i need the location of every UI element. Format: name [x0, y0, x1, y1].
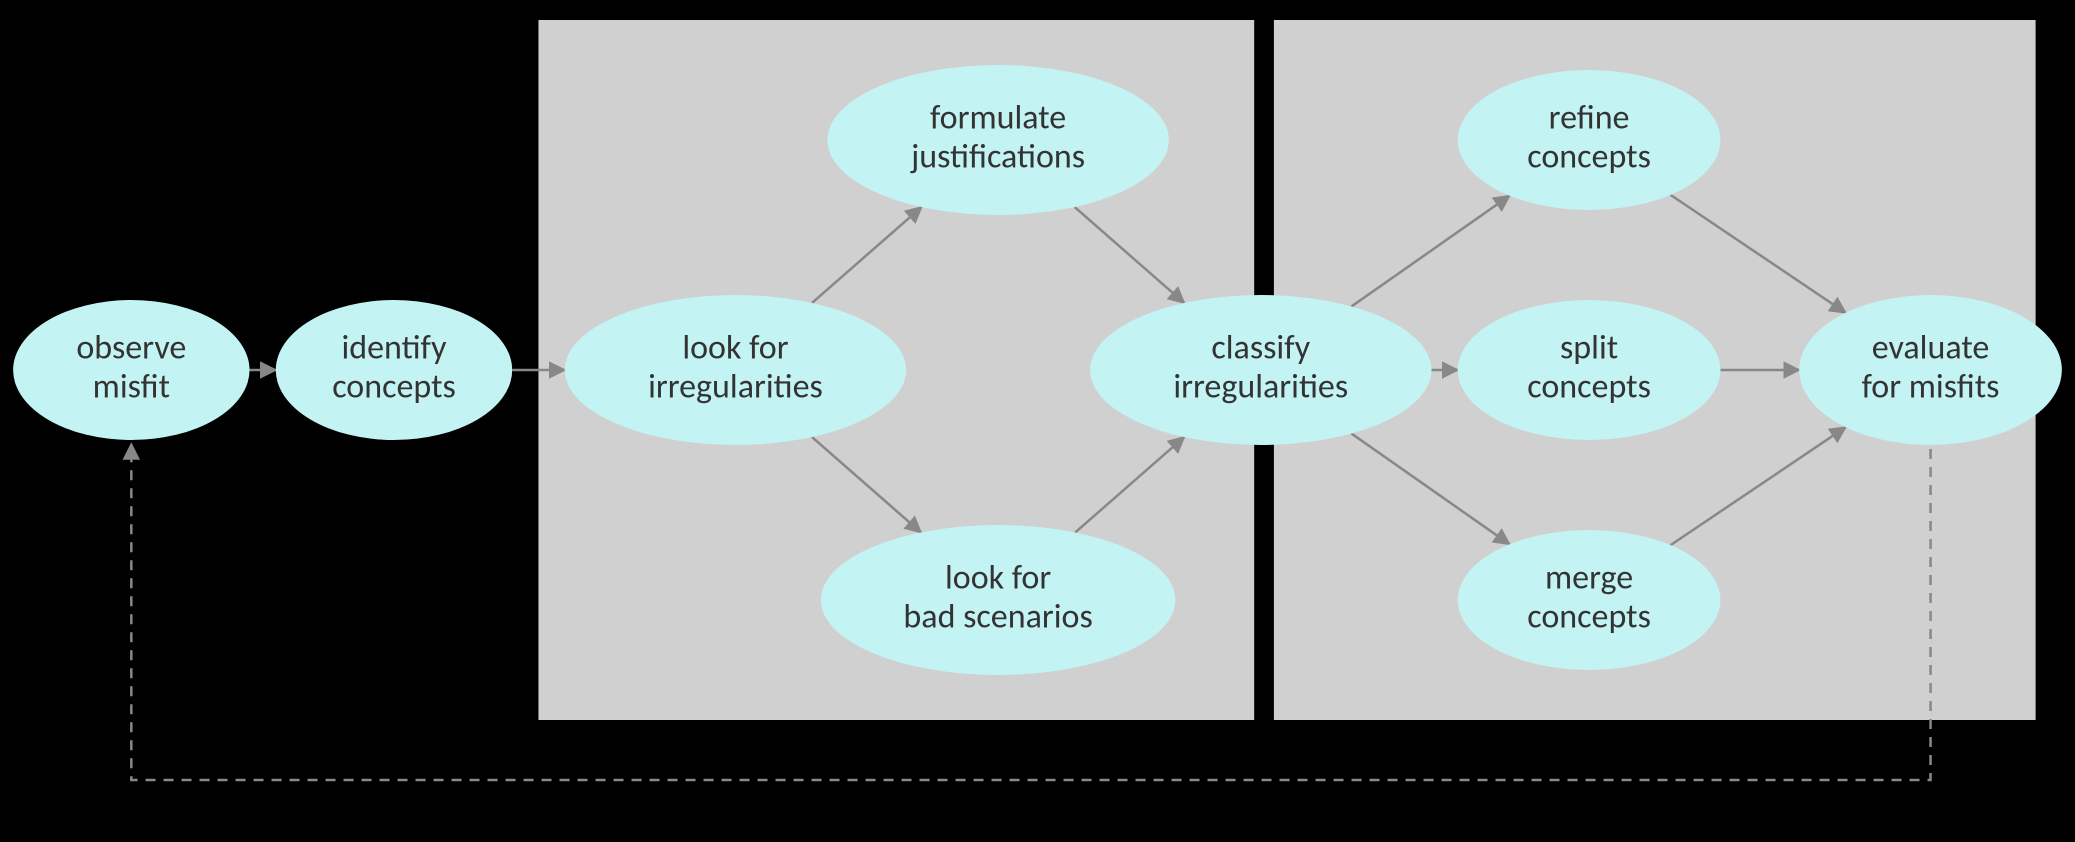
node-label-lookirreg-line0: look for: [682, 328, 788, 369]
node-label-classify-line1: irregularities: [1173, 367, 1348, 408]
node-label-refine-line0: refine: [1549, 98, 1630, 139]
node-label-refine-line1: concepts: [1527, 137, 1651, 178]
node-observe: observemisfit: [13, 300, 249, 440]
node-split: splitconcepts: [1458, 300, 1721, 440]
node-merge: mergeconcepts: [1458, 530, 1721, 670]
node-identify: identifyconcepts: [276, 300, 512, 440]
node-label-evaluate-line0: evaluate: [1872, 328, 1989, 369]
node-label-split-line0: split: [1560, 328, 1618, 369]
node-label-lookbad-line0: look for: [945, 558, 1051, 599]
node-refine: refineconcepts: [1458, 70, 1721, 210]
node-label-merge-line0: merge: [1545, 558, 1633, 599]
node-evaluate: evaluatefor misfits: [1799, 295, 2062, 445]
node-label-identify-line1: concepts: [332, 367, 456, 408]
node-label-classify-line0: classify: [1211, 328, 1310, 369]
node-label-evaluate-line1: for misfits: [1862, 367, 2000, 408]
node-lookbad: look forbad scenarios: [821, 525, 1176, 675]
node-label-split-line1: concepts: [1527, 367, 1651, 408]
flowchart-diagram: observemisfitidentifyconceptslook forirr…: [0, 0, 2075, 842]
node-label-observe-line0: observe: [76, 328, 186, 369]
node-label-lookirreg-line1: irregularities: [648, 367, 823, 408]
node-label-identify-line0: identify: [341, 328, 447, 369]
node-label-merge-line1: concepts: [1527, 597, 1651, 638]
node-label-lookbad-line1: bad scenarios: [903, 597, 1092, 638]
node-label-formjust-line0: formulate: [930, 98, 1066, 139]
node-classify: classifyirregularities: [1090, 295, 1431, 445]
node-formjust: formulatejustifications: [827, 65, 1168, 215]
node-label-formjust-line1: justifications: [910, 137, 1085, 178]
node-label-observe-line1: misfit: [93, 367, 170, 408]
node-lookirreg: look forirregularities: [565, 295, 906, 445]
